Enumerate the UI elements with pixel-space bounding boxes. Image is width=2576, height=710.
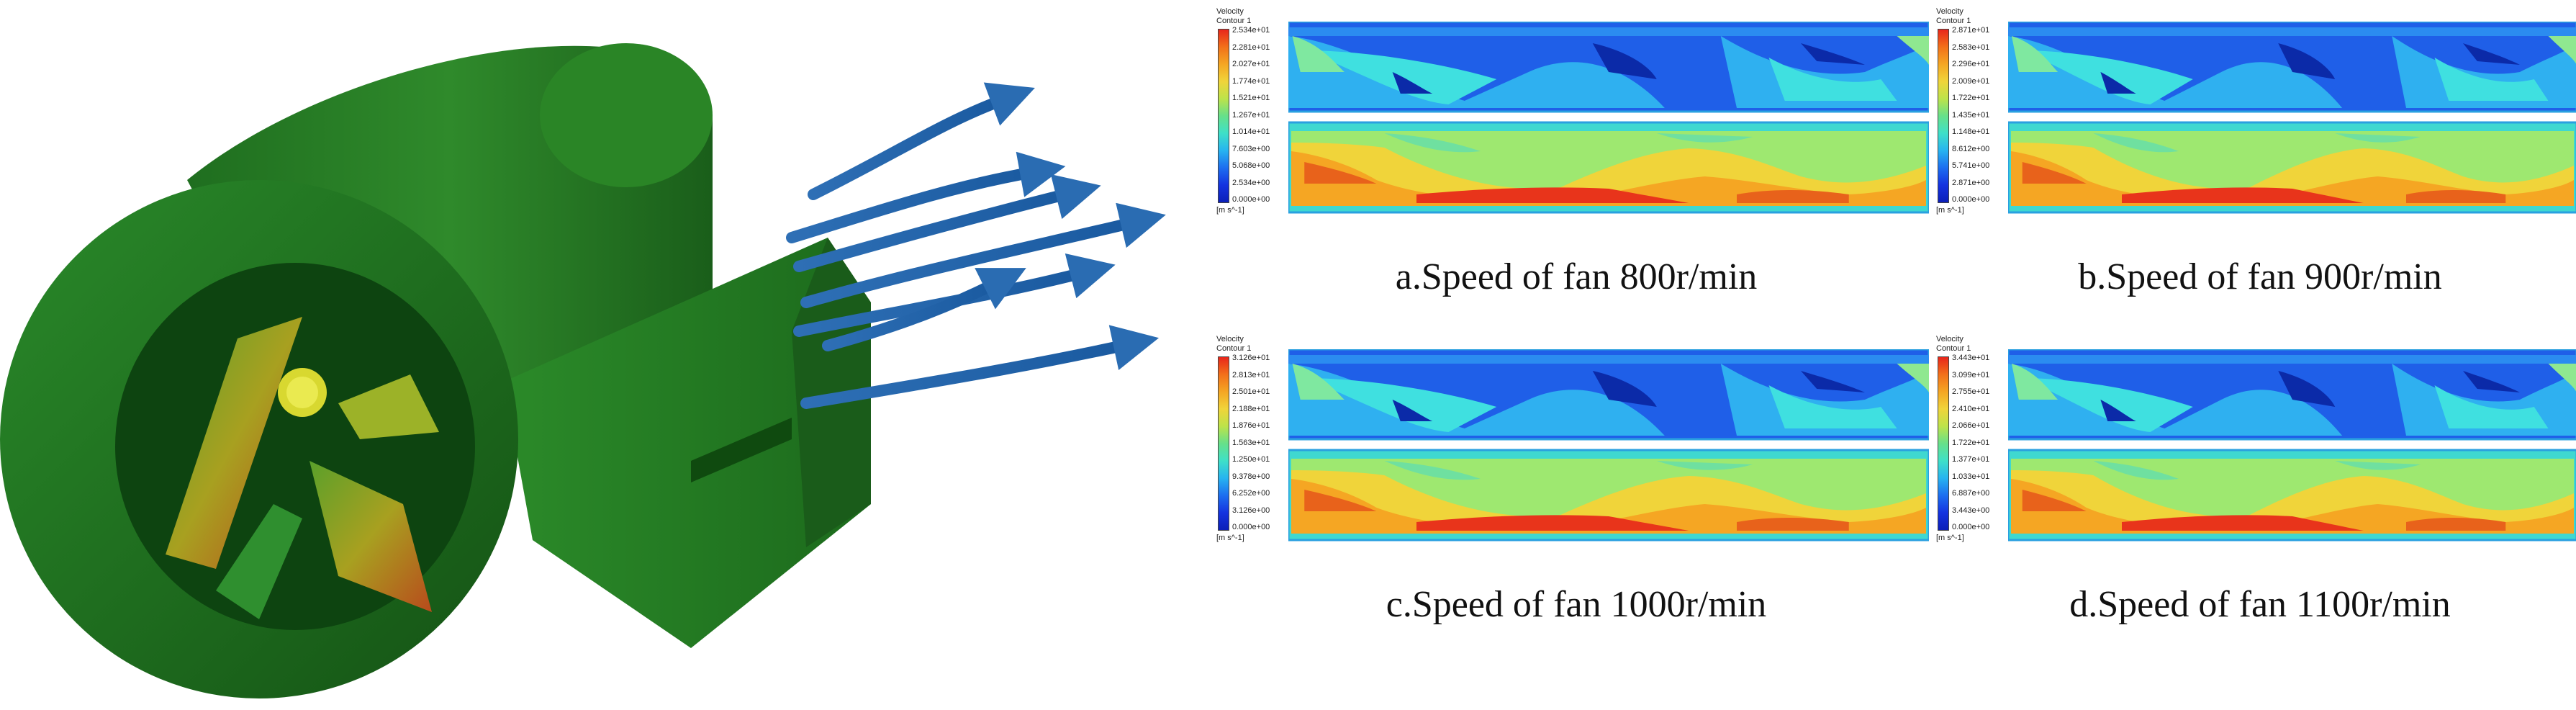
legend-tick: 1.521e+01 (1232, 94, 1270, 102)
legend-tick: 1.435e+01 (1952, 110, 1990, 120)
legend-tick: 3.126e+00 (1232, 505, 1270, 515)
legend-tick: 2.410e+01 (1952, 404, 1990, 413)
panel-caption: b.Speed of fan 900r/min (2078, 256, 2442, 297)
legend-color-bar (1938, 29, 1949, 203)
legend-tick: 1.563e+01 (1232, 438, 1270, 447)
legend-tick: 7.603e+00 (1232, 144, 1270, 153)
velocity-contour-plot (1288, 349, 1929, 542)
legend-tick: 2.871e+00 (1952, 178, 1990, 187)
legend-tick: 2.188e+01 (1232, 404, 1270, 413)
panel-b: Velocity Contour 1 2.871e+01 2.583e+01 2.296… (1936, 7, 2576, 346)
legend-color-bar (1938, 356, 1949, 531)
legend-tick: 5.068e+00 (1232, 161, 1270, 170)
legend-tick: 2.296e+01 (1952, 60, 1990, 68)
legend-tick: 2.534e+01 (1232, 26, 1270, 35)
legend-tick: 2.813e+01 (1232, 370, 1270, 379)
legend-tick: 3.126e+01 (1232, 354, 1270, 362)
panel-caption: d.Speed of fan 1100r/min (2069, 584, 2451, 625)
legend-title: Velocity (1216, 335, 1244, 343)
legend-tick: 2.009e+01 (1952, 76, 1990, 86)
legend-tick: 2.501e+01 (1232, 387, 1270, 396)
legend-subtitle: Contour 1 (1216, 17, 1252, 25)
legend-unit: [m s^-1] (1936, 534, 1964, 542)
legend-tick: 8.612e+00 (1952, 144, 1990, 153)
legend-tick: 1.250e+01 (1232, 455, 1270, 464)
panel-caption: c.Speed of fan 1000r/min (1386, 584, 1767, 625)
legend-tick: 1.722e+01 (1952, 94, 1990, 102)
legend-tick: 0.000e+00 (1952, 523, 1990, 531)
legend-tick: 0.000e+00 (1952, 195, 1990, 204)
legend-tick: 0.000e+00 (1232, 523, 1270, 531)
fan-illustration (0, 43, 1166, 698)
legend-tick: 2.066e+01 (1952, 421, 1990, 430)
legend-color-bar (1218, 356, 1229, 531)
legend-title: Velocity (1936, 335, 1963, 343)
legend-unit: [m s^-1] (1936, 206, 1964, 215)
legend-title: Velocity (1936, 7, 1963, 16)
legend-tick: 1.722e+01 (1952, 438, 1990, 447)
legend-tick: 1.014e+01 (1232, 127, 1270, 136)
legend-tick: 2.534e+00 (1232, 178, 1270, 187)
legend-tick: 3.099e+01 (1952, 370, 1990, 379)
legend-tick: 1.033e+01 (1952, 472, 1990, 481)
legend-tick: 2.281e+01 (1232, 42, 1270, 52)
legend-tick: 2.027e+01 (1232, 60, 1270, 68)
panel-d: Velocity Contour 1 3.443e+01 3.099e+01 2.755… (1936, 335, 2576, 673)
panel-a: Velocity Contour 1 2.534e+01 2.281e+01 2.027… (1216, 7, 1936, 346)
velocity-contour-plot (2008, 349, 2576, 542)
legend-tick: 6.252e+00 (1232, 489, 1270, 498)
legend-tick: 3.443e+00 (1952, 505, 1990, 515)
velocity-contour-plot (1288, 22, 1929, 214)
legend-subtitle: Contour 1 (1936, 17, 1971, 25)
legend-tick: 1.148e+01 (1952, 127, 1990, 136)
legend-tick: 1.267e+01 (1232, 110, 1270, 120)
legend-tick: 6.887e+00 (1952, 489, 1990, 498)
legend-tick: 1.774e+01 (1232, 76, 1270, 86)
legend-unit: [m s^-1] (1216, 206, 1244, 215)
legend-tick: 2.871e+01 (1952, 26, 1990, 35)
legend-tick: 3.443e+01 (1952, 354, 1990, 362)
legend-unit: [m s^-1] (1216, 534, 1244, 542)
legend-color-bar (1218, 29, 1229, 203)
legend-subtitle: Contour 1 (1936, 344, 1971, 353)
panel-caption: a.Speed of fan 800r/min (1395, 256, 1758, 297)
legend-tick: 5.741e+00 (1952, 161, 1990, 170)
legend-tick: 0.000e+00 (1232, 195, 1270, 204)
legend-subtitle: Contour 1 (1216, 344, 1252, 353)
legend-tick: 9.378e+00 (1232, 472, 1270, 481)
legend-tick: 1.377e+01 (1952, 455, 1990, 464)
legend-tick: 2.755e+01 (1952, 387, 1990, 396)
legend-tick: 2.583e+01 (1952, 42, 1990, 52)
airflow-arrows (786, 82, 1166, 409)
panel-c: Velocity Contour 1 3.126e+01 2.813e+01 2.501… (1216, 335, 1936, 673)
velocity-contour-plot (2008, 22, 2576, 214)
legend-tick: 1.876e+01 (1232, 421, 1270, 430)
legend-title: Velocity (1216, 7, 1244, 16)
